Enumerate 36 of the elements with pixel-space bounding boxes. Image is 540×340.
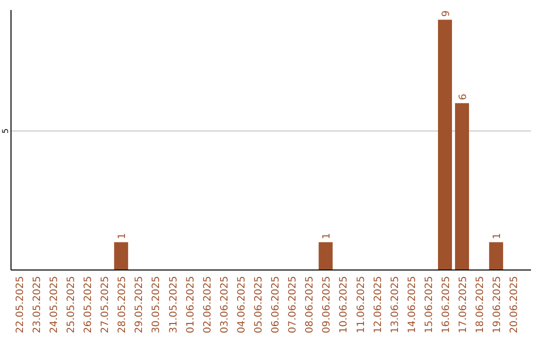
y-tick-label: 5 xyxy=(1,128,10,134)
x-tick-label: 12.06.2025 xyxy=(372,276,384,334)
x-tick-label: 09.06.2025 xyxy=(322,276,333,334)
x-tick-label: 30.05.2025 xyxy=(151,276,162,334)
x-tick-label: 27.05.2025 xyxy=(100,276,112,334)
data-label: 9 xyxy=(440,10,452,17)
x-tick-label: 17.06.2025 xyxy=(458,276,470,334)
x-tick-label: 19.06.2025 xyxy=(492,276,504,334)
x-tick-label: 26.05.2025 xyxy=(83,276,94,334)
x-tick-label: 20.06.2025 xyxy=(509,276,520,334)
x-tick-label: 31.05.2025 xyxy=(168,276,180,334)
x-tick-label: 18.06.2025 xyxy=(475,276,486,334)
x-tick-label: 29.05.2025 xyxy=(134,276,146,334)
x-tick-label: 13.06.2025 xyxy=(390,276,401,334)
x-tick-label: 04.06.2025 xyxy=(236,276,248,334)
x-tick-label: 16.06.2025 xyxy=(440,276,452,334)
x-tick-label: 15.06.2025 xyxy=(424,276,435,334)
x-tick-label: 25.05.2025 xyxy=(66,276,77,334)
x-tick-label: 05.06.2025 xyxy=(253,276,264,334)
data-label: 1 xyxy=(322,232,333,240)
x-tick-label: 03.06.2025 xyxy=(219,276,230,334)
x-tick-label: 14.06.2025 xyxy=(406,276,418,334)
x-tick-label: 02.06.2025 xyxy=(202,276,214,334)
data-label: 1 xyxy=(492,232,504,240)
x-tick-label: 01.06.2025 xyxy=(185,276,196,334)
data-label: 6 xyxy=(458,94,470,100)
x-tick-label: 07.06.2025 xyxy=(288,276,299,334)
x-tick-label: 08.06.2025 xyxy=(304,276,316,334)
data-label: 1 xyxy=(117,232,128,240)
x-tick-label: 28.05.2025 xyxy=(117,276,128,334)
x-tick-label: 10.06.2025 xyxy=(338,276,350,334)
x-tick-label: 22.05.2025 xyxy=(14,276,26,334)
x-tick-label: 23.05.2025 xyxy=(32,276,43,334)
x-tick-label: 11.06.2025 xyxy=(356,276,367,334)
x-tick-label: 06.06.2025 xyxy=(270,276,282,334)
x-tick-label: 24.05.2025 xyxy=(48,276,60,334)
